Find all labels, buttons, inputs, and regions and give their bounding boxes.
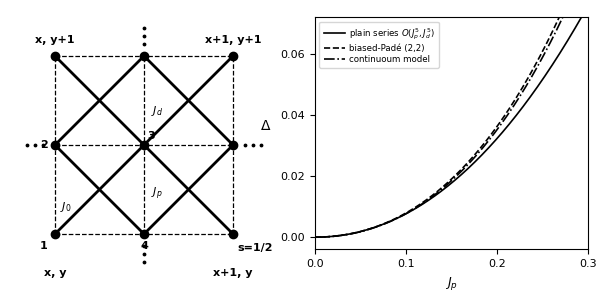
Text: x, y+1: x, y+1: [35, 35, 75, 45]
Y-axis label: $\Delta$: $\Delta$: [260, 119, 272, 133]
continuoum model: [508, 107, 515, 110]
Line: biased-Padé (2,2): biased-Padé (2,2): [315, 0, 588, 237]
continuoum model: [510, 104, 517, 108]
plain series $O(J_p^5, J_d^5)$: [400, 213, 407, 217]
continuoum model: [400, 213, 407, 217]
plain series $O(J_p^5, J_d^5)$: [311, 235, 319, 239]
Text: $J_p$: $J_p$: [151, 186, 163, 202]
Line: continuoum model: continuoum model: [315, 0, 588, 237]
Text: 3: 3: [148, 130, 155, 141]
biased-Padé (2,2): [483, 138, 490, 142]
continuoum model: [311, 235, 319, 239]
plain series $O(J_p^5, J_d^5)$: [419, 202, 427, 206]
continuoum model: [344, 233, 352, 236]
Text: 4: 4: [140, 241, 148, 251]
Text: x+1, y: x+1, y: [213, 268, 253, 278]
plain series $O(J_p^5, J_d^5)$: [510, 117, 517, 121]
Text: $J_d$: $J_d$: [151, 104, 163, 118]
Text: 2: 2: [40, 140, 48, 150]
Text: x+1, y+1: x+1, y+1: [205, 35, 261, 45]
plain series $O(J_p^5, J_d^5)$: [584, 4, 592, 7]
Text: s=1/2: s=1/2: [238, 243, 273, 253]
biased-Padé (2,2): [344, 233, 352, 236]
biased-Padé (2,2): [508, 103, 515, 106]
plain series $O(J_p^5, J_d^5)$: [508, 119, 515, 122]
biased-Padé (2,2): [311, 235, 319, 239]
Line: plain series $O(J_p^5, J_d^5)$: plain series $O(J_p^5, J_d^5)$: [315, 6, 588, 237]
continuoum model: [419, 202, 427, 205]
Text: $J_0$: $J_0$: [59, 200, 71, 214]
Text: x, y: x, y: [44, 268, 66, 278]
biased-Padé (2,2): [510, 100, 517, 104]
plain series $O(J_p^5, J_d^5)$: [483, 148, 490, 152]
plain series $O(J_p^5, J_d^5)$: [344, 233, 352, 236]
continuoum model: [483, 141, 490, 145]
Text: 1: 1: [40, 241, 48, 251]
biased-Padé (2,2): [400, 212, 407, 216]
Legend: plain series $O(J_p^5, J_d^5)$, biased-Padé (2,2), continuoum model: plain series $O(J_p^5, J_d^5)$, biased-P…: [319, 22, 439, 68]
biased-Padé (2,2): [419, 200, 427, 204]
X-axis label: $J_p$: $J_p$: [445, 275, 458, 290]
